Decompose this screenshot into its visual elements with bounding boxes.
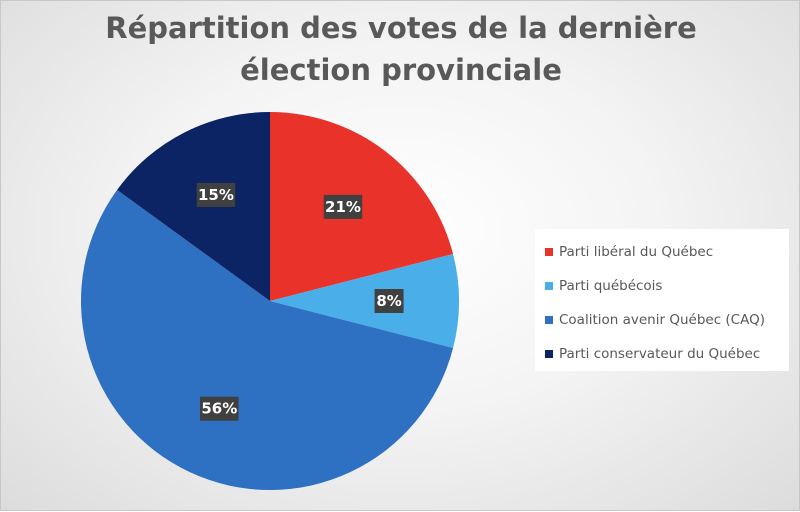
legend-item: Parti conservateur du Québec (545, 337, 789, 371)
data-label: 21% (323, 194, 363, 219)
data-label-text: 8% (376, 292, 401, 310)
legend-swatch (545, 282, 553, 290)
legend-swatch (545, 316, 553, 324)
legend-item: Parti québécois (545, 269, 789, 303)
data-labels: 21% 8% 56% 15% (196, 182, 404, 421)
chart-title-line-2: élection provinciale (240, 53, 562, 87)
legend-label: Coalition avenir Québec (CAQ) (559, 312, 765, 328)
data-label-text: 56% (201, 400, 237, 418)
data-label: 8% (374, 289, 404, 313)
chart-title-line-1: Répartition des votes de la dernière (105, 11, 697, 45)
pie-slice (81, 189, 454, 491)
data-label-text: 21% (325, 198, 361, 216)
chart-title: Répartition des votes de la dernière éle… (1, 7, 800, 91)
data-label-background (374, 289, 404, 313)
chart-legend: Parti libéral du Québec Parti québécois Co… (535, 229, 789, 371)
data-label-text: 15% (198, 186, 234, 204)
legend-label: Parti libéral du Québec (559, 244, 714, 260)
data-label: 56% (200, 396, 239, 421)
legend-swatch (545, 248, 553, 256)
legend-item: Parti libéral du Québec (545, 235, 789, 269)
legend-label: Parti conservateur du Québec (559, 346, 761, 362)
pie-slice (270, 253, 459, 349)
legend-item: Coalition avenir Québec (CAQ) (545, 303, 789, 337)
data-label-background (196, 182, 236, 207)
data-label-background (323, 194, 363, 219)
legend-swatch (545, 350, 553, 358)
pie-slice (117, 111, 270, 301)
data-label-background (200, 396, 239, 421)
data-label: 15% (196, 182, 236, 207)
legend-label: Parti québécois (559, 278, 663, 294)
